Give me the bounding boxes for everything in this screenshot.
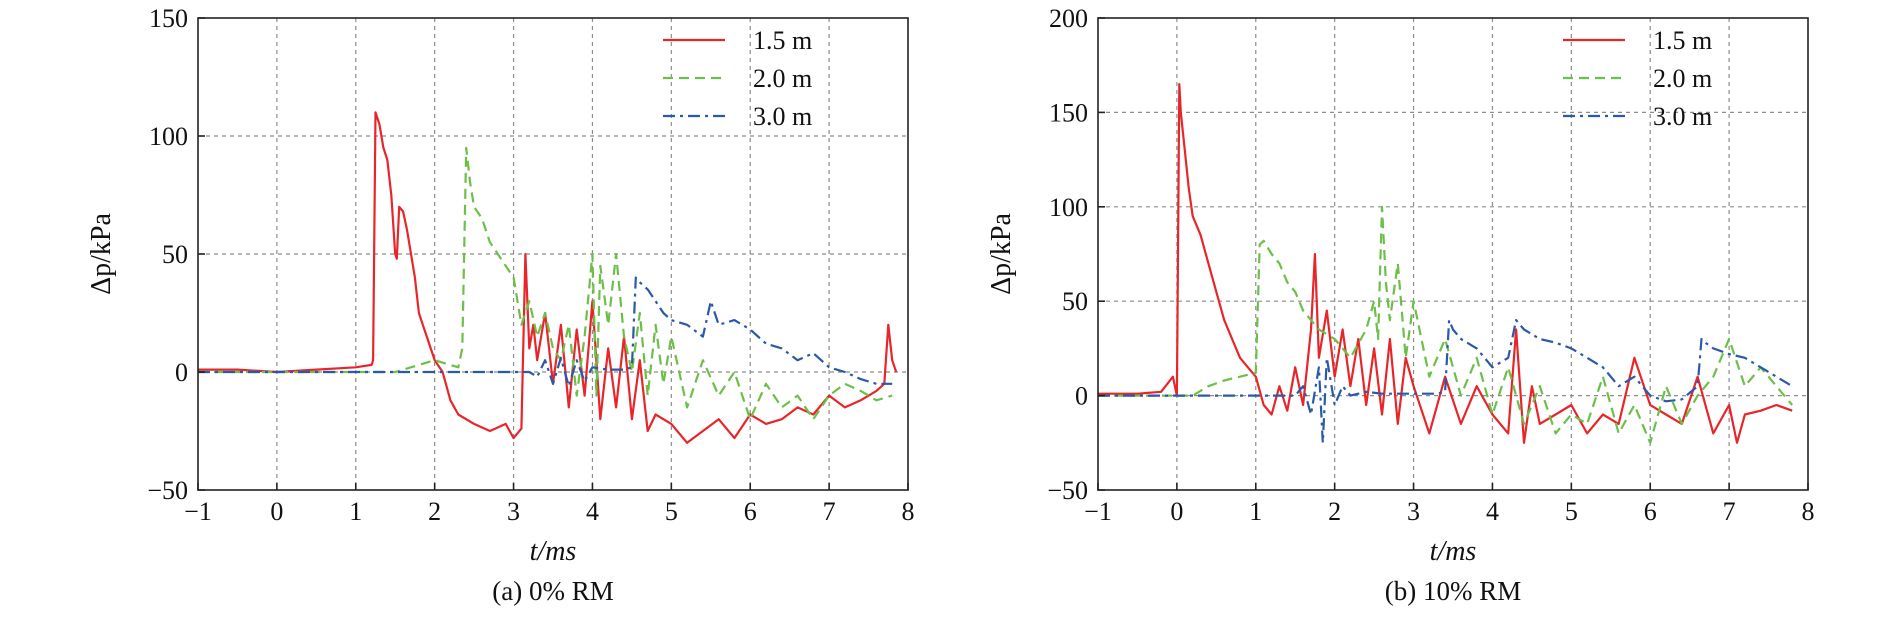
x-tick-label: 4	[586, 497, 599, 526]
x-tick-label: 4	[1486, 497, 1499, 526]
x-tick-label: 7	[1723, 497, 1736, 526]
plot-frame	[1097, 17, 1809, 491]
x-tick-label: 6	[744, 497, 757, 526]
chart-panel-a: −1 0 1 2 3 4 5 6 7 8 −50 0 50 100 150 t/ms Δp/kPa (a) 0% …	[86, 4, 915, 606]
y-tick-label: −50	[1047, 476, 1088, 505]
chart-panel-b: −1 0 1 2 3 4 5 6 7 8 −50 0 50 100 150 200 t/ms Δp/kPa (b) …	[986, 4, 1815, 606]
series-group	[1098, 82, 1794, 444]
panel-caption: (a) 0% RM	[492, 576, 613, 606]
x-tick-label: 7	[823, 497, 836, 526]
x-tick-label: 8	[902, 497, 915, 526]
x-tick-label: 5	[1565, 497, 1578, 526]
y-tick-label: 50	[162, 240, 188, 269]
y-axis-title: Δp/kPa	[86, 213, 117, 295]
y-axis-title: Δp/kPa	[986, 213, 1017, 295]
x-tick-label: 1	[349, 497, 362, 526]
x-tick-label: 5	[665, 497, 678, 526]
series-line-0	[198, 111, 898, 444]
x-tick-label: 2	[1328, 497, 1341, 526]
series-line-2	[198, 276, 893, 388]
y-tick-label: 50	[1062, 287, 1088, 316]
y-tick-label: 100	[1049, 193, 1088, 222]
y-tick-label: −50	[147, 476, 188, 505]
legend-label-2: 3.0 m	[753, 102, 812, 131]
x-tick-label: 2	[428, 497, 441, 526]
y-tick-label: 0	[1075, 382, 1088, 411]
y-tick-label: 100	[149, 122, 188, 151]
x-tick-label: 8	[1802, 497, 1815, 526]
y-tick-label: 0	[175, 358, 188, 387]
legend-label-0: 1.5 m	[1653, 26, 1712, 55]
series-group	[198, 111, 898, 444]
x-tick-label: −1	[1084, 497, 1112, 526]
series-line-1	[198, 146, 893, 421]
x-tick-label: 0	[1170, 497, 1183, 526]
x-tick-label: −1	[184, 497, 212, 526]
y-tick-label: 150	[149, 4, 188, 33]
x-axis-title: t/ms	[1430, 536, 1477, 567]
series-line-0	[1098, 82, 1793, 444]
legend-label-1: 2.0 m	[1653, 64, 1712, 93]
legend-label-1: 2.0 m	[753, 64, 812, 93]
x-tick-label: 6	[1644, 497, 1657, 526]
x-tick-label: 3	[1407, 497, 1420, 526]
legend-label-2: 3.0 m	[1653, 102, 1712, 131]
x-tick-label: 0	[270, 497, 283, 526]
legend-label-0: 1.5 m	[753, 26, 812, 55]
x-tick-label: 1	[1249, 497, 1262, 526]
y-tick-label: 200	[1049, 4, 1088, 33]
x-tick-label: 3	[507, 497, 520, 526]
x-axis-title: t/ms	[530, 536, 577, 567]
series-line-2	[1098, 319, 1793, 444]
panel-caption: (b) 10% RM	[1385, 576, 1522, 606]
y-tick-label: 150	[1049, 98, 1088, 127]
